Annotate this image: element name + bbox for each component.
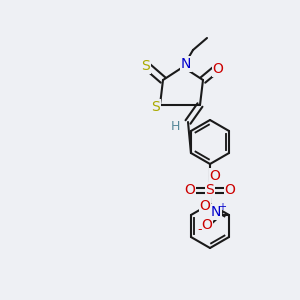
Text: -: - (198, 224, 202, 236)
Text: O: O (210, 169, 220, 183)
Text: O: O (225, 183, 236, 197)
Text: H: H (170, 121, 180, 134)
Text: O: O (184, 183, 195, 197)
Text: O: O (213, 62, 224, 76)
Text: O: O (202, 218, 212, 232)
Text: S: S (152, 100, 160, 114)
Text: N: N (181, 57, 191, 71)
Text: N: N (211, 205, 221, 219)
Text: S: S (142, 59, 150, 73)
Text: +: + (218, 202, 226, 212)
Text: O: O (200, 199, 211, 213)
Text: S: S (206, 183, 214, 197)
